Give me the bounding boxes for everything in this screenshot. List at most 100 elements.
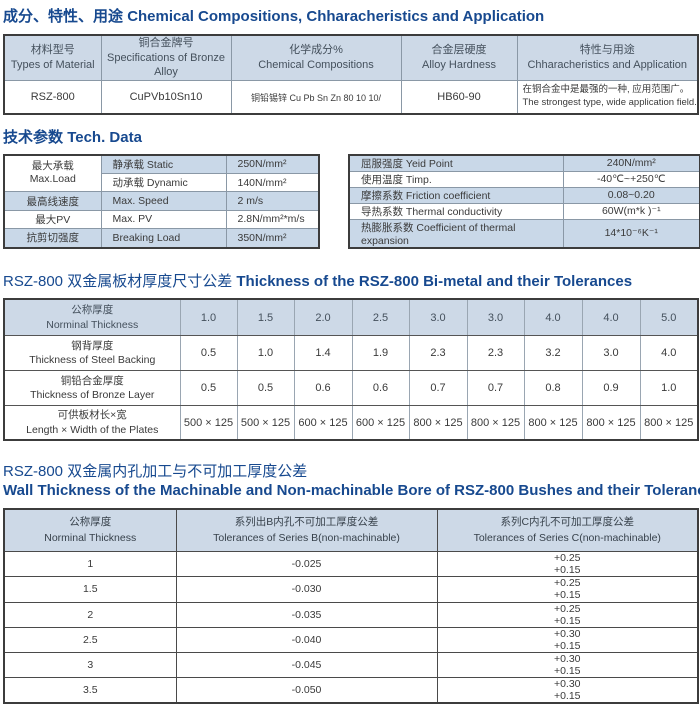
- bore-series-c-bottom: +0.15: [553, 639, 581, 652]
- cell-pv-zh: 最大PV: [3, 209, 102, 230]
- cell-static-label: 静承载 Static: [100, 154, 227, 174]
- plate-bronze-value: 0.7: [466, 369, 525, 406]
- section-title-bore-en: Wall Thickness of the Machinable and Non…: [3, 482, 700, 500]
- bore-thickness: 3: [3, 651, 177, 678]
- cell-max-load-en: Max.Load: [29, 173, 76, 186]
- plate-size-value: 500 × 125: [179, 404, 238, 441]
- plate-bronze-value: 0.9: [581, 369, 641, 406]
- plate-nominal-value: 2.0: [293, 298, 353, 336]
- plate-label-nominal-en: Norminal Thickness: [46, 318, 139, 331]
- plate-steel-value: 3.2: [523, 334, 583, 371]
- section-title-plate-zh: RSZ-800 双金属板材厚度尺寸公差: [3, 272, 233, 290]
- plate-label-nominal-zh: 公称厚度: [71, 304, 114, 317]
- section-title-compositions-en: Chemical Compositions, Chharacheristics …: [127, 8, 545, 25]
- cell-pv-label: Max. PV: [100, 209, 227, 230]
- cell-breaking-zh: 抗剪切强度: [3, 228, 102, 249]
- cell-friction-label: 摩擦系数 Friction coefficient: [348, 186, 564, 204]
- plate-label-size: 可供板材长×宽 Length × Width of the Plates: [3, 404, 181, 441]
- compositions-data-row: RSZ-800 CuPVb10Sn10 铜铅锡锌 Cu Pb Sn Zn 80 …: [3, 80, 699, 115]
- plate-bronze-value: 0.7: [408, 369, 468, 406]
- col-header-material-en: Types of Material: [10, 59, 95, 72]
- section-title-tech-en: Tech. Data: [67, 128, 142, 146]
- col-header-application: 特性与用途 Chharacheristics and Application: [516, 34, 699, 82]
- bore-series-c-bottom: +0.15: [553, 564, 581, 577]
- plate-steel-value: 0.5: [179, 334, 238, 371]
- bore-col-header-thickness: 公称厚度 Norminal Thickness: [3, 508, 177, 553]
- plate-steel-value: 1.4: [293, 334, 353, 371]
- tech-row-breaking: 抗剪切强度 Breaking Load 350N/mm²: [3, 228, 320, 249]
- cell-speed-value: 2 m/s: [225, 191, 320, 211]
- plate-label-size-zh: 可供板材长×宽: [57, 409, 127, 422]
- tech-tables: 最大承载 Max.Load 静承载 Static 250N/mm² 动承载 Dy…: [3, 153, 700, 249]
- plate-size-value: 800 × 125: [466, 404, 525, 441]
- section-title-bore: RSZ-800 双金属内孔加工与不可加工厚度公差 Wall Thickness …: [3, 463, 700, 501]
- cell-pv-value: 2.8N/mm²*m/s: [225, 209, 320, 230]
- plate-nominal-value: 4.0: [581, 298, 641, 336]
- cell-alloy-spec: CuPVb10Sn10: [100, 80, 232, 115]
- col-header-application-zh: 特性与用途: [579, 44, 635, 57]
- bore-series-c-bottom: +0.15: [553, 589, 581, 602]
- tech-row-pv: 最大PV Max. PV 2.8N/mm²*m/s: [3, 209, 320, 230]
- plate-steel-value: 3.0: [581, 334, 641, 371]
- bore-header-row: 公称厚度 Norminal Thickness 系列出B内孔不可加工厚度公差 T…: [3, 508, 699, 553]
- plate-nominal-value: 2.5: [351, 298, 410, 336]
- tech-row-speed: 最高线速度 Max. Speed 2 m/s: [3, 191, 320, 211]
- plate-row-bronze: 铜铅合金厚度 Thickness of Bronze Layer 0.5 0.5…: [3, 369, 699, 406]
- section-title-bore-zh: RSZ-800 双金属内孔加工与不可加工厚度公差: [3, 463, 308, 481]
- plate-size-value: 800 × 125: [581, 404, 641, 441]
- tech-row-friction: 摩擦系数 Friction coefficient 0.08~0.20: [348, 186, 700, 204]
- cell-yield-label: 屈服强度 Yeid Point: [348, 154, 564, 172]
- plate-size-value: 800 × 125: [408, 404, 468, 441]
- bore-series-b: -0.030: [175, 576, 438, 603]
- plate-size-value: 500 × 125: [236, 404, 295, 441]
- cell-speed-label: Max. Speed: [100, 191, 227, 211]
- bore-series-c-bottom: +0.15: [553, 614, 581, 627]
- plate-label-size-en: Length × Width of the Plates: [26, 423, 159, 436]
- col-header-composition-zh: 化学成分%: [289, 44, 343, 57]
- section-title-plate: RSZ-800 双金属板材厚度尺寸公差 Thickness of the RSZ…: [3, 273, 697, 292]
- plate-bronze-value: 1.0: [639, 369, 699, 406]
- plate-size-value: 600 × 125: [351, 404, 410, 441]
- cell-expansion-value: 14*10⁻⁶K⁻¹: [562, 218, 700, 249]
- tech-row-yield: 屈服强度 Yeid Point 240N/mm²: [348, 154, 700, 172]
- col-header-alloy-zh: 铜合金牌号: [138, 36, 194, 49]
- bore-row: 1.5 -0.030 +0.25 +0.15: [3, 576, 699, 603]
- plate-row-nominal: 公称厚度 Norminal Thickness 1.0 1.5 2.0 2.5 …: [3, 298, 699, 336]
- bore-series-c: +0.30 +0.15: [436, 651, 699, 678]
- bore-thickness: 2: [3, 601, 177, 628]
- section-title-compositions-zh: 成分、特性、用途: [3, 8, 124, 25]
- tech-table-left: 最大承载 Max.Load 静承载 Static 250N/mm² 动承载 Dy…: [3, 153, 320, 249]
- section-title-compositions: 成分、特性、用途 Chemical Compositions, Chharach…: [3, 8, 697, 27]
- bore-col-header-series-c: 系列C内孔不可加工厚度公差 Tolerances of Series C(non…: [436, 508, 699, 553]
- col-header-alloy: 铜合金牌号 Specifications of Bronze Alloy: [100, 34, 232, 82]
- plate-row-steel: 钢背厚度 Thickness of Steel Backing 0.5 1.0 …: [3, 334, 699, 371]
- bore-col-header-series-b-zh: 系列出B内孔不可加工厚度公差: [234, 516, 379, 529]
- bore-col-header-thickness-en: Norminal Thickness: [44, 531, 137, 544]
- bore-series-c-top: +0.25: [553, 552, 581, 565]
- bore-series-c-top: +0.25: [553, 602, 581, 615]
- cell-max-load-label: 最大承载 Max.Load: [3, 154, 102, 193]
- bore-series-b: -0.035: [175, 601, 438, 628]
- compositions-header-row: 材料型号 Types of Material 铜合金牌号 Specificati…: [3, 34, 699, 82]
- cell-hardness: HB60-90: [400, 80, 518, 115]
- plate-bronze-value: 0.6: [351, 369, 410, 406]
- plate-steel-value: 1.9: [351, 334, 410, 371]
- bore-row: 3.5 -0.050 +0.30 +0.15: [3, 676, 699, 704]
- bore-series-c: +0.25 +0.15: [436, 576, 699, 603]
- cell-chemical-composition: 铜铅锡锌 Cu Pb Sn Zn 80 10 10/: [230, 80, 402, 115]
- plate-bronze-value: 0.5: [179, 369, 238, 406]
- cell-application: 在铜合金中是最强的一种, 应用范围广。 The strongest type, …: [516, 80, 699, 115]
- plate-label-steel: 钢背厚度 Thickness of Steel Backing: [3, 334, 181, 371]
- cell-dynamic-label: 动承载 Dynamic: [100, 172, 227, 193]
- col-header-composition: 化学成分% Chemical Compositions: [230, 34, 402, 82]
- plate-label-nominal: 公称厚度 Norminal Thickness: [3, 298, 181, 336]
- section-title-tech: 技术参数 Tech. Data: [3, 129, 697, 148]
- cell-conductivity-label: 导热系数 Thermal conductivity: [348, 202, 564, 220]
- bore-row: 2.5 -0.040 +0.30 +0.15: [3, 626, 699, 653]
- bore-col-header-thickness-zh: 公称厚度: [69, 516, 112, 529]
- plate-steel-value: 4.0: [639, 334, 699, 371]
- plate-size-value: 600 × 125: [293, 404, 353, 441]
- plate-bronze-value: 0.8: [523, 369, 583, 406]
- bore-thickness: 1: [3, 551, 177, 578]
